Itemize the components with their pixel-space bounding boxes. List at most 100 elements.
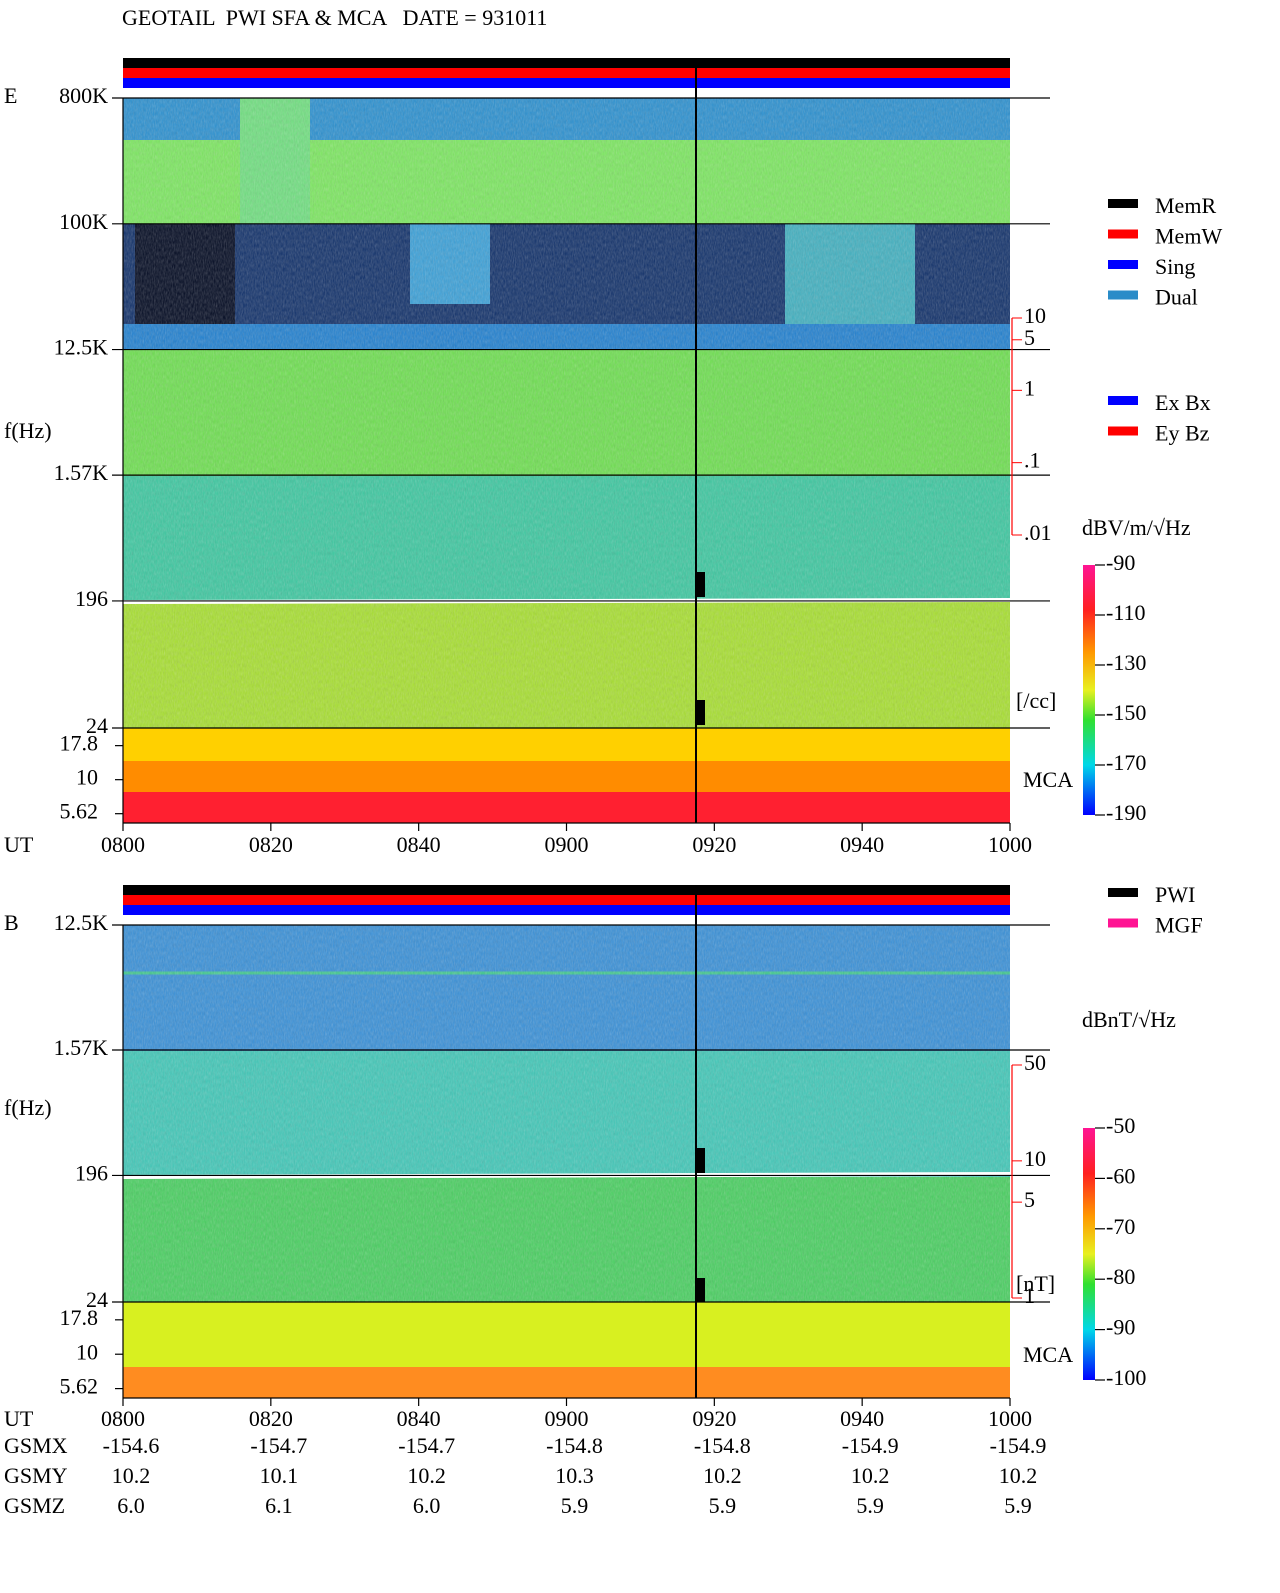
legend-label: MGF (1155, 913, 1203, 938)
orbit-value: 5.9 (561, 1493, 589, 1518)
legend-swatch (1108, 290, 1138, 300)
y-tick-label: 24 (86, 1287, 108, 1312)
colorbar (1083, 1128, 1095, 1380)
orbit-value: -154.7 (250, 1433, 307, 1458)
colorbar (1083, 565, 1095, 815)
colorbar-tick-label: -130 (1106, 650, 1146, 675)
mca-tick-label: 10 (76, 765, 98, 790)
y2-tick-label: 5 (1024, 1187, 1035, 1212)
orbit-value: 6.1 (265, 1493, 293, 1518)
y2-tick-label: .01 (1024, 520, 1052, 545)
orbit-value: -154.7 (398, 1433, 455, 1458)
legend-label: Ex Bx (1155, 390, 1211, 415)
y-tick-label: 100K (59, 209, 108, 234)
y2-tick-label: 50 (1024, 1050, 1046, 1075)
mca-tick-label: 17.8 (60, 731, 99, 756)
mca-label: MCA (1023, 767, 1073, 792)
orbit-value: -154.9 (990, 1433, 1047, 1458)
orbit-value: 6.0 (413, 1493, 441, 1518)
y2-tick-label: 5 (1024, 325, 1035, 350)
orbit-value: -154.9 (842, 1433, 899, 1458)
legend-swatch (1108, 396, 1138, 405)
x-tick-label: 0920 (692, 832, 736, 857)
legend-swatch (1108, 888, 1138, 897)
y-tick-label: 12.5K (54, 335, 109, 360)
mca-tick-label: 10 (76, 1339, 98, 1364)
x-tick-label: 1000 (988, 832, 1032, 857)
orbit-value: -154.8 (694, 1433, 751, 1458)
orbit-label: GSMX (4, 1433, 68, 1458)
y2-tick-label: 10 (1024, 1146, 1046, 1171)
colorbar-tick-label: -170 (1106, 750, 1146, 775)
orbit-value: 10.3 (555, 1463, 594, 1488)
y-tick-label: 1.57K (54, 1035, 109, 1060)
legend-label: PWI (1155, 882, 1195, 907)
legend-label: Ey Bz (1155, 421, 1210, 446)
orbit-label: GSMZ (4, 1493, 65, 1518)
legend-swatch (1108, 426, 1138, 436)
x-tick-label: 0800 (101, 832, 145, 857)
x-tick-label: 0820 (249, 1406, 293, 1431)
legend-label: Sing (1155, 254, 1195, 279)
orbit-value: 10.2 (112, 1463, 151, 1488)
orbit-value: 10.2 (703, 1463, 742, 1488)
mca-tick-label: 17.8 (60, 1305, 99, 1330)
y-tick-label: 24 (86, 713, 108, 738)
orbit-value: 10.2 (999, 1463, 1038, 1488)
x-axis-label: UT (4, 1406, 34, 1431)
colorbar-tick-label: -150 (1106, 700, 1146, 725)
colorbar-label: dBnT/√Hz (1082, 1007, 1176, 1032)
colorbar-tick-label: -70 (1106, 1214, 1135, 1239)
colorbar-tick-label: -110 (1106, 600, 1146, 625)
mca-tick-label: 5.62 (60, 799, 99, 824)
orbit-value: 5.9 (1004, 1493, 1032, 1518)
colorbar-tick-label: -90 (1106, 1315, 1135, 1340)
orbit-value: -154.8 (546, 1433, 603, 1458)
spectrogram-e (122, 58, 1011, 823)
orbit-value: 6.0 (117, 1493, 145, 1518)
orbit-value: 10.2 (851, 1463, 890, 1488)
legend-swatch (1108, 260, 1138, 269)
legend-swatch (1108, 918, 1138, 928)
orbit-value: 10.2 (407, 1463, 446, 1488)
orbit-value: 5.9 (709, 1493, 737, 1518)
orbit-value: 10.1 (260, 1463, 299, 1488)
y-tick-label: 196 (75, 586, 108, 611)
title: GEOTAIL PWI SFA & MCA DATE = 931011 (122, 5, 547, 30)
x-tick-label: 0940 (840, 832, 884, 857)
x-tick-label: 0920 (692, 1406, 736, 1431)
orbit-value: -154.6 (103, 1433, 160, 1458)
component-label: E (4, 83, 17, 108)
spectrogram-b (122, 885, 1011, 1398)
y2-tick-label: 1 (1024, 375, 1035, 400)
legend-swatch (1108, 229, 1138, 239)
colorbar-tick-label: -50 (1106, 1113, 1135, 1138)
x-tick-label: 0900 (545, 832, 589, 857)
x-axis-label: UT (4, 832, 34, 857)
mca-tick-label: 5.62 (60, 1374, 99, 1399)
orbit-label: GSMY (4, 1463, 68, 1488)
colorbar-tick-label: -60 (1106, 1163, 1135, 1188)
x-tick-label: 1000 (988, 1406, 1032, 1431)
component-label: B (4, 910, 19, 935)
y2-axis-label: [/cc] (1016, 688, 1056, 713)
colorbar-tick-label: -100 (1106, 1365, 1146, 1390)
x-tick-label: 0940 (840, 1406, 884, 1431)
legend-label: MemR (1155, 193, 1216, 218)
colorbar-label: dBV/m/√Hz (1082, 515, 1191, 540)
y-tick-label: 800K (59, 83, 108, 108)
x-tick-label: 0820 (249, 832, 293, 857)
legend-label: Dual (1155, 285, 1198, 310)
colorbar-tick-label: -90 (1106, 550, 1135, 575)
y-tick-label: 196 (75, 1160, 108, 1185)
y2-axis-label: [nT] (1016, 1271, 1055, 1296)
orbit-value: 5.9 (856, 1493, 884, 1518)
colorbar-tick-label: -80 (1106, 1264, 1135, 1289)
legend-swatch (1108, 199, 1138, 208)
mca-label: MCA (1023, 1342, 1073, 1367)
y-axis-label: f(Hz) (4, 418, 52, 443)
x-tick-label: 0840 (397, 1406, 441, 1431)
colorbar-tick-label: -190 (1106, 800, 1146, 825)
y-tick-label: 1.57K (54, 460, 109, 485)
